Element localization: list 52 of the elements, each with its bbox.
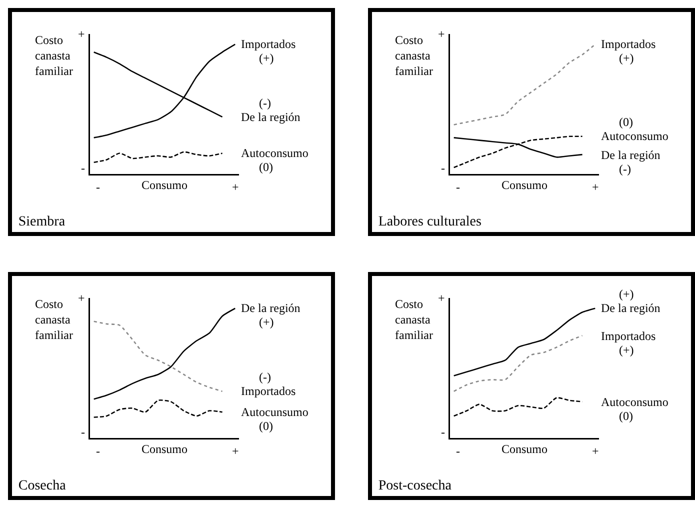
text: + bbox=[232, 444, 239, 458]
text: (+) bbox=[619, 51, 634, 65]
x-axis-title: Consumo bbox=[141, 178, 188, 192]
text: (+) bbox=[259, 51, 274, 65]
text: (0) bbox=[619, 115, 633, 129]
y-axis-title: Costo canasta familiar bbox=[395, 33, 433, 78]
text: Post-cosecha bbox=[378, 478, 452, 494]
text: (0) bbox=[259, 419, 273, 433]
text: - bbox=[456, 180, 460, 194]
x-axis-title: Consumo bbox=[501, 178, 548, 192]
text: + bbox=[232, 180, 239, 194]
series-label: Autoconsumo bbox=[601, 395, 668, 409]
text: + bbox=[592, 444, 599, 458]
text: - bbox=[81, 161, 85, 175]
text: (0) bbox=[619, 409, 633, 423]
text: + bbox=[438, 27, 445, 41]
series-label: Autocunsumo bbox=[241, 405, 308, 419]
series-label: Importados bbox=[241, 37, 296, 51]
text: + bbox=[592, 180, 599, 194]
series-label: Importados bbox=[601, 329, 656, 343]
text: (-) bbox=[259, 96, 271, 110]
series-label: Importados bbox=[601, 37, 656, 51]
text: + bbox=[438, 291, 445, 305]
series-label: De la región bbox=[601, 148, 660, 162]
text: - bbox=[456, 444, 460, 458]
text: + bbox=[78, 291, 85, 305]
y-axis-title: Costo canasta familiar bbox=[395, 297, 433, 342]
series-label: De la región bbox=[241, 110, 300, 124]
x-axis-title: Consumo bbox=[501, 442, 548, 456]
text: Siembra bbox=[18, 214, 66, 230]
y-axis-title: Costo canasta familiar bbox=[35, 297, 73, 342]
text: (+) bbox=[259, 315, 274, 329]
text: - bbox=[96, 180, 100, 194]
text: (0) bbox=[259, 160, 273, 174]
y-axis-title: Costo canasta familiar bbox=[35, 33, 73, 78]
text: Cosecha bbox=[18, 478, 67, 494]
series-label: De la región bbox=[241, 301, 300, 315]
text: + bbox=[78, 27, 85, 41]
text: - bbox=[96, 444, 100, 458]
series-label: Autoconsumo bbox=[601, 129, 668, 143]
text: (+) bbox=[619, 343, 634, 357]
text: - bbox=[81, 425, 85, 439]
series-label: De la región bbox=[601, 301, 660, 315]
text: - bbox=[441, 425, 445, 439]
series-label: Importados bbox=[241, 384, 296, 398]
text: (+) bbox=[619, 287, 634, 301]
text: - bbox=[441, 161, 445, 175]
text: (-) bbox=[259, 370, 271, 384]
series-label: Autoconsumo bbox=[241, 146, 308, 160]
text: (-) bbox=[619, 162, 631, 176]
text: Labores culturales bbox=[378, 214, 482, 230]
x-axis-title: Consumo bbox=[141, 442, 188, 456]
